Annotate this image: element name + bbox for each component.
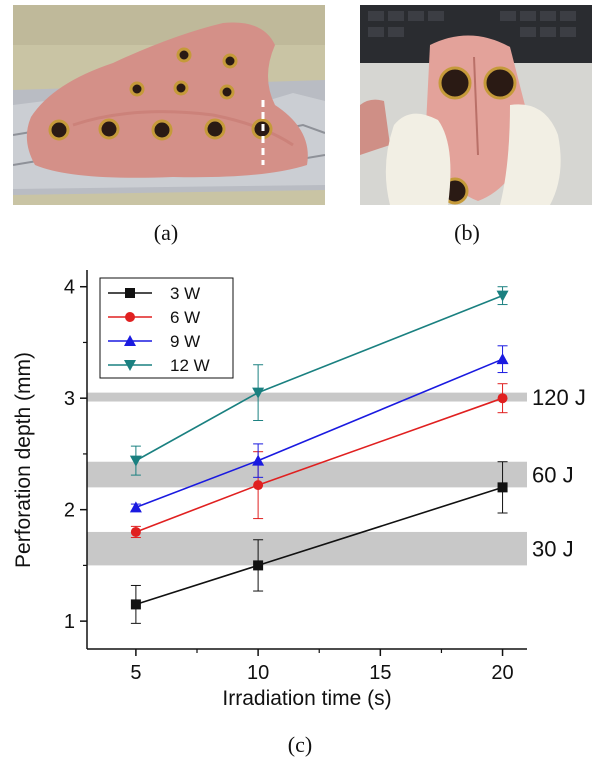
legend: 3 W 6 W 9 W 12 W [99,277,234,379]
data-point-2-0 [129,501,142,513]
legend-marker-3 [124,360,136,371]
y-tick-label-2: 3 [64,388,75,410]
data-point-0-0 [130,599,141,610]
data-point-3-2 [496,290,509,302]
x-tick-label-2: 15 [369,662,391,684]
data-point-1-0 [130,526,141,537]
x-tick-label-1: 10 [247,662,269,684]
data-point-1-1 [253,480,264,491]
energy-band-label-1: 60 J [532,463,574,488]
legend-marker-2 [124,335,136,346]
energy-band-1 [87,461,527,488]
y-tick-label-0: 1 [64,611,75,633]
data-point-3-0 [129,455,142,467]
panel-label-b: (b) [454,220,480,245]
energy-band-0 [87,392,527,402]
data-point-2-2 [496,353,509,365]
data-point-2-1 [252,454,265,466]
photo-b [360,5,592,205]
panel-label-c: (c) [287,732,313,757]
x-tick-label-3: 20 [491,662,513,684]
series-2 [129,345,509,513]
series-0 [130,461,508,624]
legend-label-0: 3 W [170,284,200,303]
energy-bands: 120 J 60 J 30 J [87,385,586,566]
data-point-1-2 [497,393,508,404]
y-tick-label-1: 2 [64,500,75,522]
energy-band-2 [87,531,527,566]
panel-label-a: (a) [153,220,179,245]
data-point-0-2 [497,482,508,493]
legend-box [99,277,234,379]
energy-band-label-2: 30 J [532,537,574,562]
series-1 [130,383,508,539]
axes [86,270,527,650]
legend-marker-1 [125,312,135,322]
series-3 [129,286,509,476]
legend-label-2: 9 W [170,332,200,351]
y-tick-label-3: 4 [64,277,75,299]
series-layer [129,286,509,624]
energy-band-label-0: 120 J [532,385,586,410]
legend-label-3: 12 W [170,356,210,375]
x-axis-label: Irradiation time (s) [222,687,391,710]
x-tick-label-0: 5 [130,662,141,684]
legend-marker-0 [125,288,135,298]
photo-a [13,5,325,205]
y-axis-label: Perforation depth (mm) [12,352,35,568]
data-point-3-1 [252,387,265,399]
data-point-0-1 [253,560,264,571]
ticks: 5 10 15 20 1 2 3 4 [64,277,514,684]
legend-label-1: 6 W [170,308,200,327]
